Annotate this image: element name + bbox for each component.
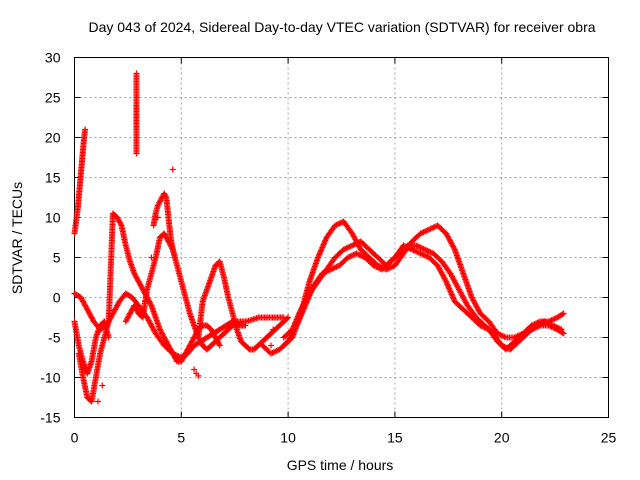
data-point xyxy=(270,326,277,333)
x-axis-label: GPS time / hours xyxy=(287,457,394,473)
y-tick-label: 10 xyxy=(45,210,61,226)
series-trace-i xyxy=(133,70,140,157)
data-point xyxy=(154,214,161,221)
series-trace-h xyxy=(71,126,89,237)
y-tick-label: -15 xyxy=(40,410,60,426)
x-tick-label: 20 xyxy=(494,430,510,446)
series-trace-k xyxy=(71,318,112,377)
data-point xyxy=(117,221,124,228)
data-point xyxy=(141,298,148,305)
y-tick-label: -10 xyxy=(40,370,60,386)
y-tick-label: 5 xyxy=(53,250,61,266)
data-point xyxy=(94,398,101,405)
data-point xyxy=(169,166,176,173)
data-point xyxy=(559,311,566,318)
series-trace-l xyxy=(94,166,277,405)
data-point xyxy=(195,372,202,379)
plot-border xyxy=(74,57,609,418)
data-point xyxy=(216,341,223,348)
data-point xyxy=(560,310,567,317)
data-point xyxy=(147,301,154,308)
data-point xyxy=(171,254,178,261)
data-point xyxy=(285,314,292,321)
data-point xyxy=(284,315,291,322)
series-trace-d xyxy=(259,242,565,357)
data-point xyxy=(268,342,275,349)
data-point xyxy=(216,342,223,349)
y-axis-label: SDTVAR / TECUs xyxy=(9,182,25,294)
data-point xyxy=(559,329,566,336)
data-marks xyxy=(71,70,567,405)
y-tick-label: 25 xyxy=(45,90,61,106)
series-trace-j xyxy=(150,190,178,261)
data-point xyxy=(99,382,106,389)
series-trace-g xyxy=(122,230,249,353)
x-tick-label: 5 xyxy=(177,430,185,446)
y-tick-label: 0 xyxy=(53,290,61,306)
x-tick-label: 15 xyxy=(387,430,403,446)
y-tick-label: 15 xyxy=(45,170,61,186)
x-tick-label: 25 xyxy=(601,430,617,446)
y-tick-label: -5 xyxy=(48,330,61,346)
data-point xyxy=(191,366,198,373)
data-point xyxy=(82,126,89,133)
x-tick-label: 0 xyxy=(71,430,79,446)
data-point xyxy=(558,326,565,333)
data-point xyxy=(105,334,112,341)
data-point xyxy=(403,243,410,250)
data-point xyxy=(148,254,155,261)
y-tick-label: 30 xyxy=(45,50,61,66)
axis-ticks: 0 5 10 15 20 25 -15 -10 -5 0 5 10 15 20 25 30 xyxy=(40,50,616,446)
chart-title: Day 043 of 2024, Sidereal Day-to-day VTE… xyxy=(88,19,595,35)
data-point xyxy=(242,322,249,329)
y-tick-label: 20 xyxy=(45,130,61,146)
data-point xyxy=(560,330,567,337)
x-tick-label: 10 xyxy=(280,430,296,446)
data-point xyxy=(162,193,169,200)
data-point xyxy=(133,150,140,157)
